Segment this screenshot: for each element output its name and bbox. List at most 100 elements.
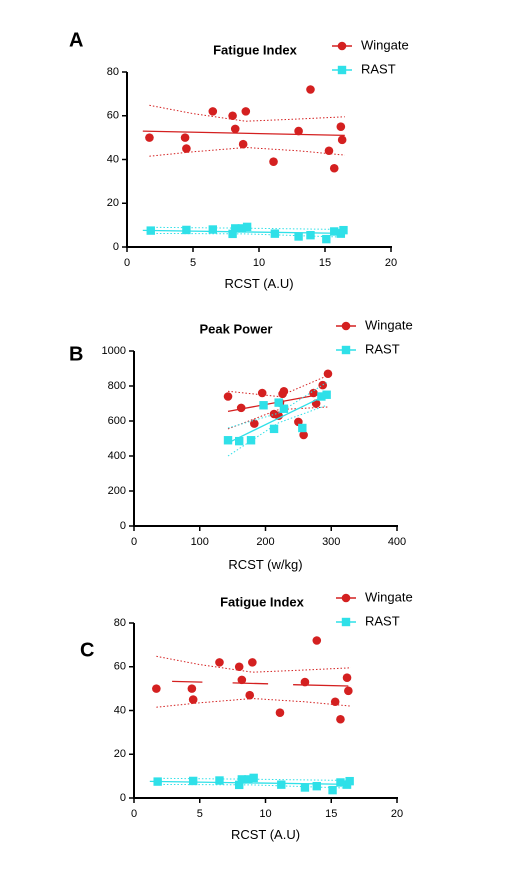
legend-label: Wingate (365, 317, 413, 332)
y-tick-label: 400 (108, 450, 126, 462)
data-point (336, 122, 346, 131)
legend-entry-rast: RAST (336, 613, 400, 628)
x-tick-label: 15 (325, 808, 337, 820)
data-point (330, 697, 340, 707)
y-tick-label: 80 (107, 66, 119, 78)
data-point (275, 708, 285, 717)
data-point (235, 780, 244, 790)
x-tick-label: 100 (191, 536, 209, 548)
data-point (309, 388, 318, 398)
regression-line (293, 684, 349, 687)
data-point (237, 224, 247, 233)
data-point (230, 124, 240, 134)
legend-label: Wingate (361, 37, 409, 52)
data-point (336, 714, 345, 724)
data-point (188, 695, 198, 704)
legend-marker (337, 41, 347, 51)
y-tick-label: 60 (114, 661, 126, 673)
data-point (344, 686, 353, 696)
x-axis-label: RCST (A.U) (231, 827, 300, 842)
chart-title: Fatigue Index (220, 594, 305, 609)
series-rast (149, 773, 354, 795)
data-point (322, 234, 331, 244)
chart-title: Fatigue Index (213, 42, 298, 57)
ci-lower-line (156, 783, 352, 789)
x-tick-label: 10 (259, 808, 271, 820)
data-point (246, 436, 256, 445)
data-point (248, 658, 257, 667)
data-point (277, 780, 286, 789)
y-tick-label: 600 (108, 415, 126, 427)
series-wingate (223, 369, 333, 440)
x-axis-label: RCST (A.U) (224, 276, 293, 291)
data-point (345, 776, 354, 786)
data-point (188, 776, 198, 786)
data-point (306, 230, 315, 240)
data-point (312, 781, 321, 791)
data-point (244, 775, 253, 784)
chart-panel-b: B Peak Power 0 200 400 600 800 1000 0 100 200 300 40… (69, 317, 413, 572)
legend-entry-wingate: Wingate (332, 37, 409, 52)
series-rast (223, 382, 331, 457)
data-point (324, 146, 334, 156)
data-point (234, 662, 244, 672)
data-point (146, 226, 155, 235)
data-point (294, 232, 303, 241)
data-point (180, 133, 190, 142)
y-tick-label: 0 (120, 792, 126, 804)
regression-line (227, 394, 327, 444)
data-point (317, 392, 326, 401)
legend-entry-rast: RAST (336, 341, 400, 356)
x-tick-label: 400 (388, 536, 406, 548)
legend-marker (341, 321, 351, 331)
ci-upper-line (149, 104, 345, 122)
x-tick-label: 5 (190, 257, 196, 269)
data-point (318, 380, 328, 390)
ci-lower-line (149, 146, 345, 157)
x-tick-label: 15 (319, 257, 331, 269)
data-point (182, 144, 191, 153)
y-tick-label: 800 (108, 380, 126, 392)
ci-lower-line (149, 232, 345, 238)
data-point (152, 684, 161, 693)
data-point (328, 785, 337, 795)
x-tick-label: 0 (131, 808, 137, 820)
legend-label: RAST (365, 613, 400, 628)
ci-upper-line (149, 226, 345, 230)
data-point (299, 430, 308, 440)
panel-label: B (69, 343, 83, 365)
y-tick-label: 40 (107, 153, 119, 165)
data-point (336, 778, 345, 787)
y-tick-label: 200 (108, 485, 126, 497)
data-point (223, 436, 233, 445)
data-point (312, 636, 322, 645)
data-point (242, 222, 252, 232)
data-point (235, 436, 244, 446)
y-tick-label: 80 (114, 617, 126, 629)
legend-entry-rast: RAST (332, 61, 396, 76)
x-tick-label: 10 (253, 257, 265, 269)
data-point (274, 398, 283, 407)
data-point (238, 139, 248, 149)
data-point (300, 677, 310, 687)
data-point (294, 126, 303, 136)
data-point (339, 225, 348, 235)
y-tick-label: 20 (107, 197, 119, 209)
legend-label: RAST (361, 61, 396, 76)
data-point (274, 411, 283, 421)
legend-entry-wingate: Wingate (336, 589, 413, 604)
data-point (237, 675, 247, 685)
data-point (323, 369, 333, 379)
x-axis-label: RCST (w/kg) (228, 557, 302, 572)
data-point (231, 224, 240, 233)
data-point (342, 673, 352, 682)
legend-marker (341, 345, 351, 355)
data-point (300, 783, 310, 792)
ci-upper-line (156, 655, 352, 673)
data-point (245, 690, 255, 700)
data-point (223, 392, 233, 401)
legend-marker (341, 593, 351, 603)
x-tick-label: 20 (391, 808, 403, 820)
data-point (250, 419, 259, 428)
x-tick-label: 300 (322, 536, 340, 548)
